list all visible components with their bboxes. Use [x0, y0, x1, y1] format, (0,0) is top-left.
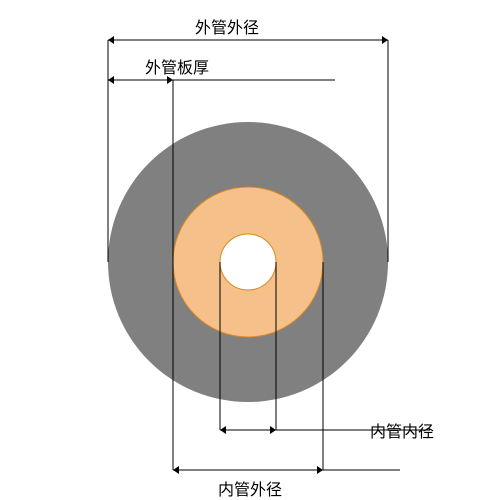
- label-outer-thickness: 外管板厚: [145, 54, 209, 78]
- bore: [220, 234, 276, 290]
- label-inner-outer-diameter: 内管外径: [218, 476, 282, 500]
- label-outer-diameter: 外管外径: [195, 14, 259, 38]
- label-inner-inner-diameter: 内管内径: [370, 418, 434, 442]
